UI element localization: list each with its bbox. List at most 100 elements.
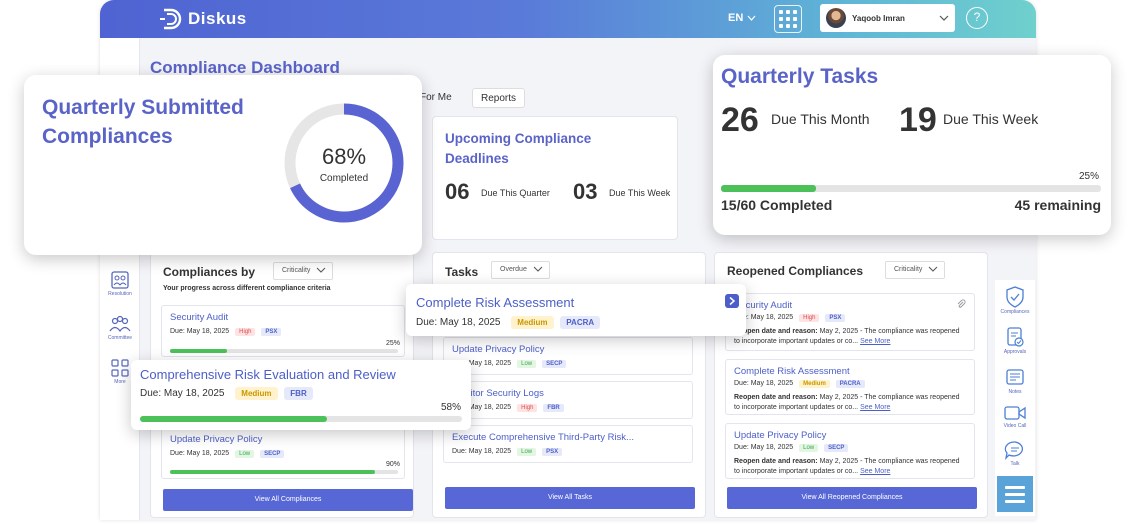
brand-name: Diskus — [188, 9, 247, 28]
reopen-reason: Reopen date and reason: May 2, 2025 - Th… — [734, 393, 964, 413]
item-title: Update Privacy Policy — [452, 344, 545, 355]
tasks-progress-bar — [721, 185, 1101, 192]
tab-for-me[interactable]: For Me — [420, 92, 452, 103]
authority-badge: SECP — [260, 450, 285, 458]
reopen-text: May 2, 2025 - The compliance was reopene… — [734, 394, 960, 411]
attachment-icon[interactable] — [956, 299, 966, 309]
overdue-dropdown[interactable]: Overdue — [491, 261, 550, 279]
sidebar-item-notes[interactable]: Notes — [995, 368, 1035, 395]
due-week-label: Due This Week — [943, 111, 1039, 127]
compliances-by-subtitle: Your progress across different complianc… — [163, 285, 331, 292]
due-month-count: 26 — [721, 101, 759, 139]
hamburger-menu-button[interactable] — [997, 476, 1033, 512]
floating-task-card[interactable]: Complete Risk Assessment Due: May 18, 20… — [406, 284, 746, 336]
item-title: Update Privacy Policy — [170, 434, 263, 445]
item-due: Due: May 18, 2025 Medium PACRA — [734, 380, 865, 388]
dropdown-value: Criticality — [282, 267, 311, 274]
reopen-reason: Reopen date and reason: May 2, 2025 - Th… — [734, 457, 964, 477]
reopen-label: Reopen date and reason: — [734, 394, 818, 401]
chevron-down-icon — [939, 15, 949, 21]
menu-bar — [1005, 492, 1025, 496]
right-sidebar: Compliances Approvals Notes Video Call T… — [995, 280, 1035, 516]
authority-badge: FBR — [543, 404, 564, 412]
due-month-label: Due This Month — [771, 111, 870, 127]
floating-compliance-card[interactable]: Comprehensive Risk Evaluation and Review… — [131, 360, 471, 430]
progress-bar — [170, 470, 398, 474]
upcoming-deadlines-title: Upcoming Compliance Deadlines — [445, 131, 592, 166]
avatar — [826, 8, 846, 28]
sidebar-item-talk[interactable]: Talk — [995, 440, 1035, 467]
view-all-compliances-button[interactable]: View All Compliances — [163, 489, 413, 511]
more-grid-icon — [111, 359, 129, 377]
criticality-badge: Low — [235, 450, 255, 458]
sidebar-item-more[interactable]: More — [100, 358, 140, 385]
progress-fill — [170, 349, 227, 353]
authority-badge: PSX — [825, 314, 846, 322]
view-all-tasks-button[interactable]: View All Tasks — [445, 487, 695, 509]
tab-reports[interactable]: Reports — [472, 88, 526, 108]
quarterly-tasks-card: Quarterly Tasks 26 Due This Month 19 Due… — [713, 55, 1111, 235]
resolution-icon — [111, 271, 129, 289]
item-due: Due: May 18, 2025 High PSX — [170, 328, 282, 336]
progress-percent: 90% — [386, 461, 401, 468]
due-date: Due: May 18, 2025 — [734, 380, 794, 387]
reopen-label: Reopen date and reason: — [734, 328, 818, 335]
progress-fill — [140, 416, 327, 422]
sidebar-item-video-call[interactable]: Video Call — [995, 404, 1035, 429]
due-date: Due: May 18, 2025 — [452, 448, 512, 455]
item-due: Due: May 18, 2025 High PSX — [734, 314, 846, 322]
floating-task-title: Complete Risk Assessment — [416, 295, 575, 310]
sidebar-item-label: Notes — [1008, 389, 1022, 395]
criticality-badge: Medium — [511, 316, 554, 329]
sidebar-item-label: Approvals — [1003, 349, 1027, 355]
list-item[interactable]: Update Privacy Policy Due: May 18, 2025 … — [161, 427, 405, 479]
list-item[interactable]: Complete Risk Assessment Due: May 18, 20… — [725, 359, 975, 415]
reopen-text: May 2, 2025 - The compliance was reopene… — [734, 328, 960, 345]
criticality-badge: Low — [799, 444, 819, 452]
see-more-link[interactable]: See More — [860, 404, 891, 411]
page-title: Compliance Dashboard — [150, 58, 340, 77]
dropdown-value: Overdue — [500, 266, 527, 273]
brand-logo[interactable]: Diskus — [158, 6, 247, 32]
due-week-count: 19 — [899, 101, 937, 139]
sidebar-item-approvals[interactable]: Approvals — [995, 326, 1035, 355]
item-title: Monitor Security Logs — [452, 388, 544, 399]
item-due: Due: May 18, 2025 Low SECP — [170, 450, 285, 458]
authority-badge: SECP — [542, 360, 567, 368]
list-item[interactable]: Execute Comprehensive Third-Party Risk..… — [443, 425, 693, 463]
compliances-by-title: Compliances by — [163, 265, 256, 279]
list-item[interactable]: Update Privacy Policy Due: May 18, 2025 … — [725, 423, 975, 479]
committee-icon — [109, 315, 131, 333]
due-date: Due: May 18, 2025 — [170, 450, 230, 457]
list-item[interactable]: Monitor Security Logs Due: May 18, 2025 … — [443, 381, 693, 419]
chevron-down-icon — [317, 267, 326, 273]
sidebar-item-label: Talk — [1010, 461, 1020, 467]
completion-donut: 68% Completed — [284, 103, 404, 223]
criticality-dropdown[interactable]: Criticality — [885, 261, 946, 279]
help-button[interactable]: ? — [966, 7, 988, 29]
criticality-dropdown[interactable]: Criticality — [273, 262, 334, 280]
quarterly-submitted-title: Quarterly Submitted Compliances — [42, 96, 244, 148]
sidebar-item-label: Resolution — [108, 291, 132, 297]
view-all-reopened-button[interactable]: View All Reopened Compliances — [727, 487, 977, 509]
sidebar-item-committee[interactable]: Committee — [100, 314, 140, 341]
item-due: Due: May 18, 2025 High FBR — [452, 404, 564, 412]
language-selector[interactable]: EN — [728, 12, 756, 24]
open-arrow-icon[interactable] — [725, 294, 739, 308]
sidebar-item-resolution[interactable]: Resolution — [100, 270, 140, 297]
user-menu[interactable]: Yaqoob Imran — [820, 4, 955, 32]
apps-grid-button[interactable] — [774, 5, 802, 33]
remaining-label: 45 remaining — [1014, 197, 1101, 213]
see-more-link[interactable]: See More — [860, 468, 891, 475]
authority-badge: PSX — [261, 328, 282, 336]
see-more-link[interactable]: See More — [860, 338, 891, 345]
sidebar-item-compliances[interactable]: Compliances — [995, 286, 1035, 315]
list-item[interactable]: Security Audit Due: May 18, 2025 High PS… — [725, 293, 975, 351]
due-date: Due: May 18, 2025 — [452, 360, 512, 367]
list-item[interactable]: Security Audit Due: May 18, 2025 High PS… — [161, 305, 405, 357]
approvals-icon — [1007, 327, 1024, 347]
list-item[interactable]: Update Privacy Policy Due: May 18, 2025 … — [443, 337, 693, 375]
due-date: Due: May 18, 2025 — [170, 328, 230, 335]
chevron-down-icon — [929, 266, 938, 272]
reopen-text: May 2, 2025 - The compliance was reopene… — [734, 458, 960, 475]
